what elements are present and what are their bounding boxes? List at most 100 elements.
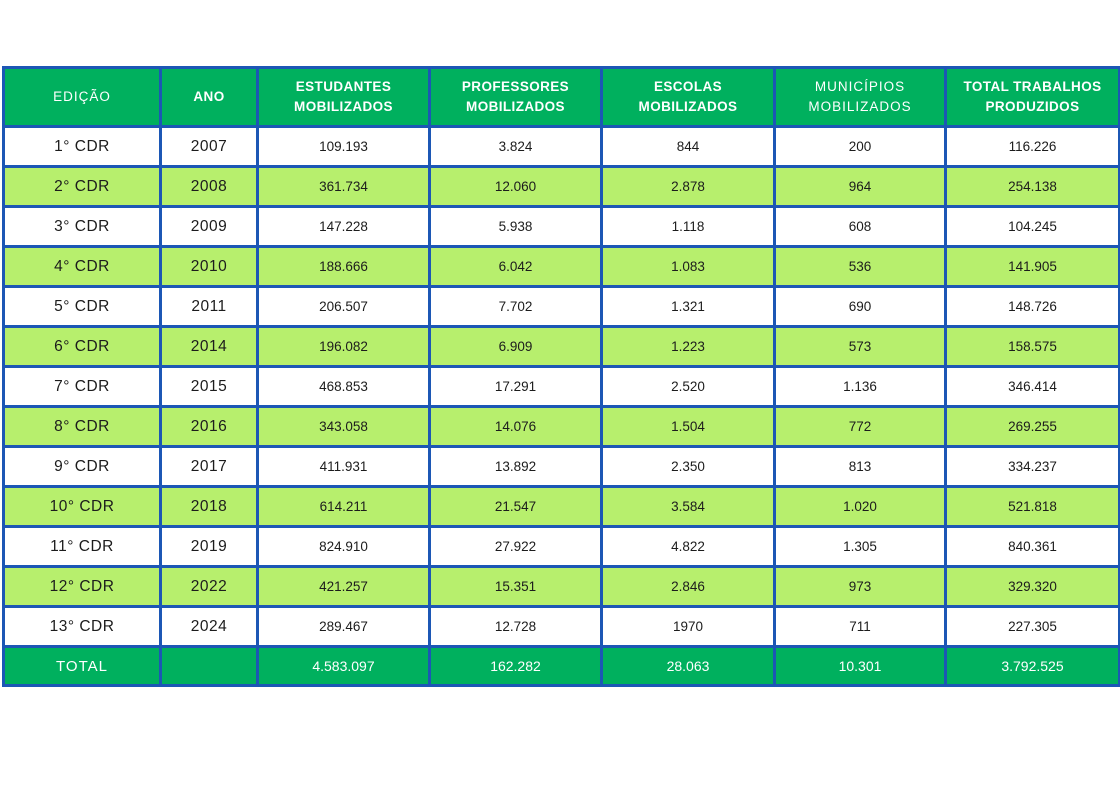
cell-year: 2017 bbox=[159, 445, 259, 488]
table-row: 12° CDR 2022 421.257 15.351 2.846 973 329.320 bbox=[2, 565, 1120, 608]
cell-schools: 1.118 bbox=[600, 205, 776, 248]
table-row: 1° CDR 2007 109.193 3.824 844 200 116.226 bbox=[2, 125, 1120, 168]
cell-students: 361.734 bbox=[256, 165, 431, 208]
total-teachers: 162.282 bbox=[428, 645, 603, 687]
total-students: 4.583.097 bbox=[256, 645, 431, 687]
cell-year: 2018 bbox=[159, 485, 259, 528]
cell-teachers: 13.892 bbox=[428, 445, 603, 488]
cell-year: 2007 bbox=[159, 125, 259, 168]
cell-works: 148.726 bbox=[944, 285, 1120, 328]
cell-municipalities: 536 bbox=[773, 245, 947, 288]
cell-students: 196.082 bbox=[256, 325, 431, 368]
cell-students: 468.853 bbox=[256, 365, 431, 408]
cell-teachers: 12.060 bbox=[428, 165, 603, 208]
cell-edition: 9° CDR bbox=[2, 445, 162, 488]
cell-year: 2024 bbox=[159, 605, 259, 648]
cell-municipalities: 1.305 bbox=[773, 525, 947, 568]
cell-year: 2010 bbox=[159, 245, 259, 288]
cell-municipalities: 813 bbox=[773, 445, 947, 488]
cell-students: 109.193 bbox=[256, 125, 431, 168]
cell-schools: 2.350 bbox=[600, 445, 776, 488]
cell-schools: 2.846 bbox=[600, 565, 776, 608]
cell-municipalities: 200 bbox=[773, 125, 947, 168]
cell-works: 116.226 bbox=[944, 125, 1120, 168]
cell-schools: 4.822 bbox=[600, 525, 776, 568]
cell-students: 421.257 bbox=[256, 565, 431, 608]
column-header-escolas: ESCOLAS MOBILIZADOS bbox=[600, 66, 776, 128]
cell-teachers: 5.938 bbox=[428, 205, 603, 248]
cell-year: 2009 bbox=[159, 205, 259, 248]
cell-teachers: 17.291 bbox=[428, 365, 603, 408]
cell-students: 147.228 bbox=[256, 205, 431, 248]
table-row: 7° CDR 2015 468.853 17.291 2.520 1.136 346.414 bbox=[2, 365, 1120, 408]
cell-edition: 11° CDR bbox=[2, 525, 162, 568]
cell-students: 289.467 bbox=[256, 605, 431, 648]
table-row: 4° CDR 2010 188.666 6.042 1.083 536 141.905 bbox=[2, 245, 1120, 288]
table-footer: TOTAL 4.583.097 162.282 28.063 10.301 3.… bbox=[2, 645, 1120, 687]
table-row: 5° CDR 2011 206.507 7.702 1.321 690 148.726 bbox=[2, 285, 1120, 328]
table-row: 10° CDR 2018 614.211 21.547 3.584 1.020 521.81… bbox=[2, 485, 1120, 528]
cell-works: 840.361 bbox=[944, 525, 1120, 568]
cell-edition: 5° CDR bbox=[2, 285, 162, 328]
cell-teachers: 3.824 bbox=[428, 125, 603, 168]
cell-year: 2008 bbox=[159, 165, 259, 208]
cell-edition: 10° CDR bbox=[2, 485, 162, 528]
column-header-professores: PROFESSORES MOBILIZADOS bbox=[428, 66, 603, 128]
cell-works: 346.414 bbox=[944, 365, 1120, 408]
column-header-estudantes: ESTUDANTES MOBILIZADOS bbox=[256, 66, 431, 128]
cell-schools: 1.504 bbox=[600, 405, 776, 448]
cell-students: 188.666 bbox=[256, 245, 431, 288]
cell-municipalities: 973 bbox=[773, 565, 947, 608]
cell-teachers: 12.728 bbox=[428, 605, 603, 648]
cell-works: 329.320 bbox=[944, 565, 1120, 608]
cell-schools: 1970 bbox=[600, 605, 776, 648]
cell-students: 206.507 bbox=[256, 285, 431, 328]
cell-works: 521.818 bbox=[944, 485, 1120, 528]
cell-schools: 2.878 bbox=[600, 165, 776, 208]
table-row: 6° CDR 2014 196.082 6.909 1.223 573 158.575 bbox=[2, 325, 1120, 368]
cell-year: 2022 bbox=[159, 565, 259, 608]
cell-teachers: 15.351 bbox=[428, 565, 603, 608]
cell-municipalities: 1.020 bbox=[773, 485, 947, 528]
cell-edition: 2° CDR bbox=[2, 165, 162, 208]
cell-edition: 4° CDR bbox=[2, 245, 162, 288]
cell-students: 614.211 bbox=[256, 485, 431, 528]
cell-edition: 3° CDR bbox=[2, 205, 162, 248]
cell-works: 104.245 bbox=[944, 205, 1120, 248]
cell-edition: 12° CDR bbox=[2, 565, 162, 608]
cell-works: 158.575 bbox=[944, 325, 1120, 368]
cell-works: 334.237 bbox=[944, 445, 1120, 488]
mobilization-table: EDIÇÃO ANO ESTUDANTES MOBILIZADOS PROFES… bbox=[2, 66, 1120, 687]
cell-teachers: 14.076 bbox=[428, 405, 603, 448]
cell-municipalities: 690 bbox=[773, 285, 947, 328]
cell-edition: 1° CDR bbox=[2, 125, 162, 168]
table-header: EDIÇÃO ANO ESTUDANTES MOBILIZADOS PROFES… bbox=[2, 66, 1120, 128]
table-wrap: EDIÇÃO ANO ESTUDANTES MOBILIZADOS PROFES… bbox=[2, 66, 1120, 687]
cell-municipalities: 772 bbox=[773, 405, 947, 448]
cell-teachers: 7.702 bbox=[428, 285, 603, 328]
cell-municipalities: 711 bbox=[773, 605, 947, 648]
cell-municipalities: 1.136 bbox=[773, 365, 947, 408]
cell-works: 141.905 bbox=[944, 245, 1120, 288]
cell-works: 254.138 bbox=[944, 165, 1120, 208]
cell-teachers: 27.922 bbox=[428, 525, 603, 568]
column-header-edicao: EDIÇÃO bbox=[2, 66, 162, 128]
cell-edition: 13° CDR bbox=[2, 605, 162, 648]
cell-year: 2019 bbox=[159, 525, 259, 568]
table-row: 9° CDR 2017 411.931 13.892 2.350 813 334.237 bbox=[2, 445, 1120, 488]
cell-students: 824.910 bbox=[256, 525, 431, 568]
cell-schools: 2.520 bbox=[600, 365, 776, 408]
cell-year: 2014 bbox=[159, 325, 259, 368]
total-label: TOTAL bbox=[2, 645, 162, 687]
cell-teachers: 6.042 bbox=[428, 245, 603, 288]
cell-year: 2015 bbox=[159, 365, 259, 408]
total-municipalities: 10.301 bbox=[773, 645, 947, 687]
table-row: 8° CDR 2016 343.058 14.076 1.504 772 269.255 bbox=[2, 405, 1120, 448]
total-schools: 28.063 bbox=[600, 645, 776, 687]
cell-schools: 844 bbox=[600, 125, 776, 168]
cell-works: 227.305 bbox=[944, 605, 1120, 648]
cell-schools: 1.223 bbox=[600, 325, 776, 368]
cell-schools: 1.321 bbox=[600, 285, 776, 328]
table-row: 3° CDR 2009 147.228 5.938 1.118 608 104.245 bbox=[2, 205, 1120, 248]
cell-students: 411.931 bbox=[256, 445, 431, 488]
